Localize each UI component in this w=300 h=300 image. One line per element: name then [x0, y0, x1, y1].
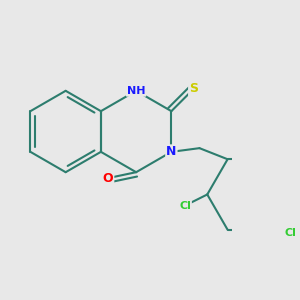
Text: Cl: Cl — [284, 228, 296, 239]
Text: NH: NH — [127, 86, 146, 96]
Text: O: O — [103, 172, 113, 184]
Text: S: S — [189, 82, 198, 95]
Text: N: N — [166, 145, 177, 158]
Text: Cl: Cl — [179, 201, 191, 211]
